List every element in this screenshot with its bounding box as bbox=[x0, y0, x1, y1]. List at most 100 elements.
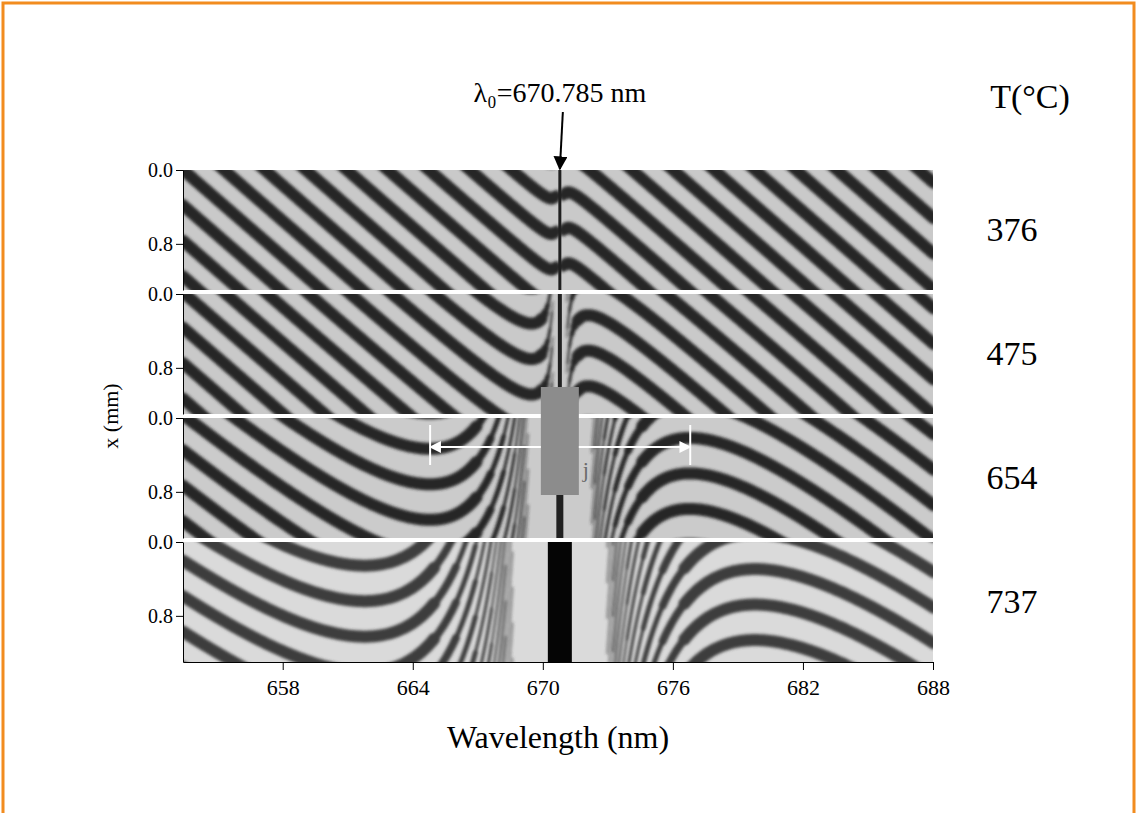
fringe bbox=[216, 418, 476, 520]
fringe bbox=[476, 509, 490, 532]
mask bbox=[541, 387, 579, 495]
fringe bbox=[555, 191, 558, 193]
fringe bbox=[469, 653, 476, 662]
fringe bbox=[599, 509, 604, 538]
fringe bbox=[377, 294, 542, 395]
fringe bbox=[372, 170, 547, 290]
y-tick-mark bbox=[176, 244, 183, 245]
y-tick: 0.8 bbox=[148, 605, 183, 627]
fringe bbox=[684, 640, 867, 662]
fringe bbox=[615, 451, 628, 490]
x-tick-label: 676 bbox=[657, 675, 690, 700]
y-tick: 0.8 bbox=[148, 233, 183, 255]
fringe bbox=[462, 294, 541, 324]
fringe bbox=[414, 170, 555, 269]
fringe bbox=[857, 542, 933, 572]
fringe bbox=[515, 418, 522, 454]
y-axis: 0.0 0.8 bbox=[148, 407, 184, 539]
x-tick-mark bbox=[413, 662, 414, 670]
fringe bbox=[606, 542, 608, 547]
fringe bbox=[578, 386, 655, 414]
absorption-line bbox=[548, 542, 572, 662]
span-arrow bbox=[579, 446, 690, 448]
fringe bbox=[592, 448, 595, 489]
y-axis-line bbox=[183, 171, 184, 291]
fringe bbox=[607, 580, 613, 654]
fringe bbox=[627, 542, 634, 568]
fringe bbox=[862, 170, 933, 218]
fringe bbox=[506, 542, 509, 566]
fringe bbox=[476, 418, 489, 426]
fringe bbox=[615, 486, 628, 525]
fringe bbox=[456, 542, 470, 567]
x-tick: 676 bbox=[657, 662, 690, 700]
x-tick-label: 688 bbox=[917, 675, 950, 700]
y-tick: 0.0 bbox=[148, 407, 183, 429]
fringe bbox=[642, 509, 798, 538]
fringe bbox=[566, 294, 568, 301]
y-tick: 0.8 bbox=[148, 481, 183, 503]
fringe bbox=[511, 658, 513, 662]
fringe bbox=[592, 483, 595, 524]
fringe bbox=[550, 312, 552, 329]
fringe bbox=[781, 170, 933, 289]
y-tick-label: 0.8 bbox=[148, 233, 173, 255]
span-arrow bbox=[430, 446, 541, 448]
y-tick: 0.8 bbox=[148, 357, 183, 379]
fringe bbox=[627, 542, 641, 604]
y-tick-mark bbox=[176, 294, 183, 295]
fringe bbox=[548, 365, 550, 377]
fringe bbox=[515, 418, 517, 419]
fringe bbox=[627, 557, 643, 639]
fringe bbox=[552, 302, 554, 312]
panel-image bbox=[183, 170, 933, 290]
y-tick: 0.0 bbox=[148, 159, 183, 181]
fringe bbox=[903, 170, 933, 183]
y-axis: 0.00.8 bbox=[148, 531, 184, 663]
fringe bbox=[265, 418, 476, 484]
fringe bbox=[492, 542, 497, 573]
fringe bbox=[249, 542, 434, 566]
x-tick-mark bbox=[933, 662, 934, 670]
fringe bbox=[548, 329, 550, 341]
fringe bbox=[504, 418, 511, 436]
fringe bbox=[183, 521, 223, 538]
fringe bbox=[707, 418, 933, 538]
fringe bbox=[822, 170, 933, 254]
fringe bbox=[643, 542, 651, 557]
fringe bbox=[572, 294, 575, 299]
fringe bbox=[663, 568, 685, 605]
fringe bbox=[790, 418, 933, 505]
x-tick: 658 bbox=[267, 662, 300, 700]
y-axis-title: x (mm) bbox=[98, 383, 123, 448]
x-tick-mark bbox=[283, 662, 284, 670]
y-tick-mark bbox=[176, 170, 183, 171]
fringe bbox=[615, 418, 618, 419]
x-tick-mark bbox=[803, 662, 804, 670]
fringe bbox=[607, 542, 611, 583]
x-axis: 658664670676682688 bbox=[184, 662, 951, 700]
fringe bbox=[183, 294, 340, 414]
fringe bbox=[496, 170, 554, 198]
y-tick-label: 0.0 bbox=[148, 407, 173, 429]
x-tick-mark bbox=[543, 662, 544, 670]
fringe bbox=[819, 294, 933, 379]
y-tick-mark bbox=[176, 616, 183, 617]
fringe bbox=[183, 398, 216, 414]
fringe bbox=[334, 294, 521, 414]
fringe bbox=[476, 474, 490, 497]
x-tick: 682 bbox=[787, 662, 820, 700]
fringe bbox=[183, 276, 214, 290]
y-tick-mark bbox=[176, 492, 183, 493]
fringe bbox=[613, 542, 614, 545]
span-end bbox=[429, 425, 431, 465]
fringe bbox=[595, 418, 599, 448]
fringe bbox=[434, 542, 456, 568]
fringe bbox=[613, 542, 617, 580]
fringe bbox=[613, 542, 622, 616]
fringe bbox=[642, 418, 673, 426]
fringe bbox=[860, 294, 933, 344]
y-tick-label: 0.8 bbox=[148, 357, 173, 379]
fringe bbox=[845, 418, 933, 470]
annotation-arrow bbox=[560, 112, 563, 169]
